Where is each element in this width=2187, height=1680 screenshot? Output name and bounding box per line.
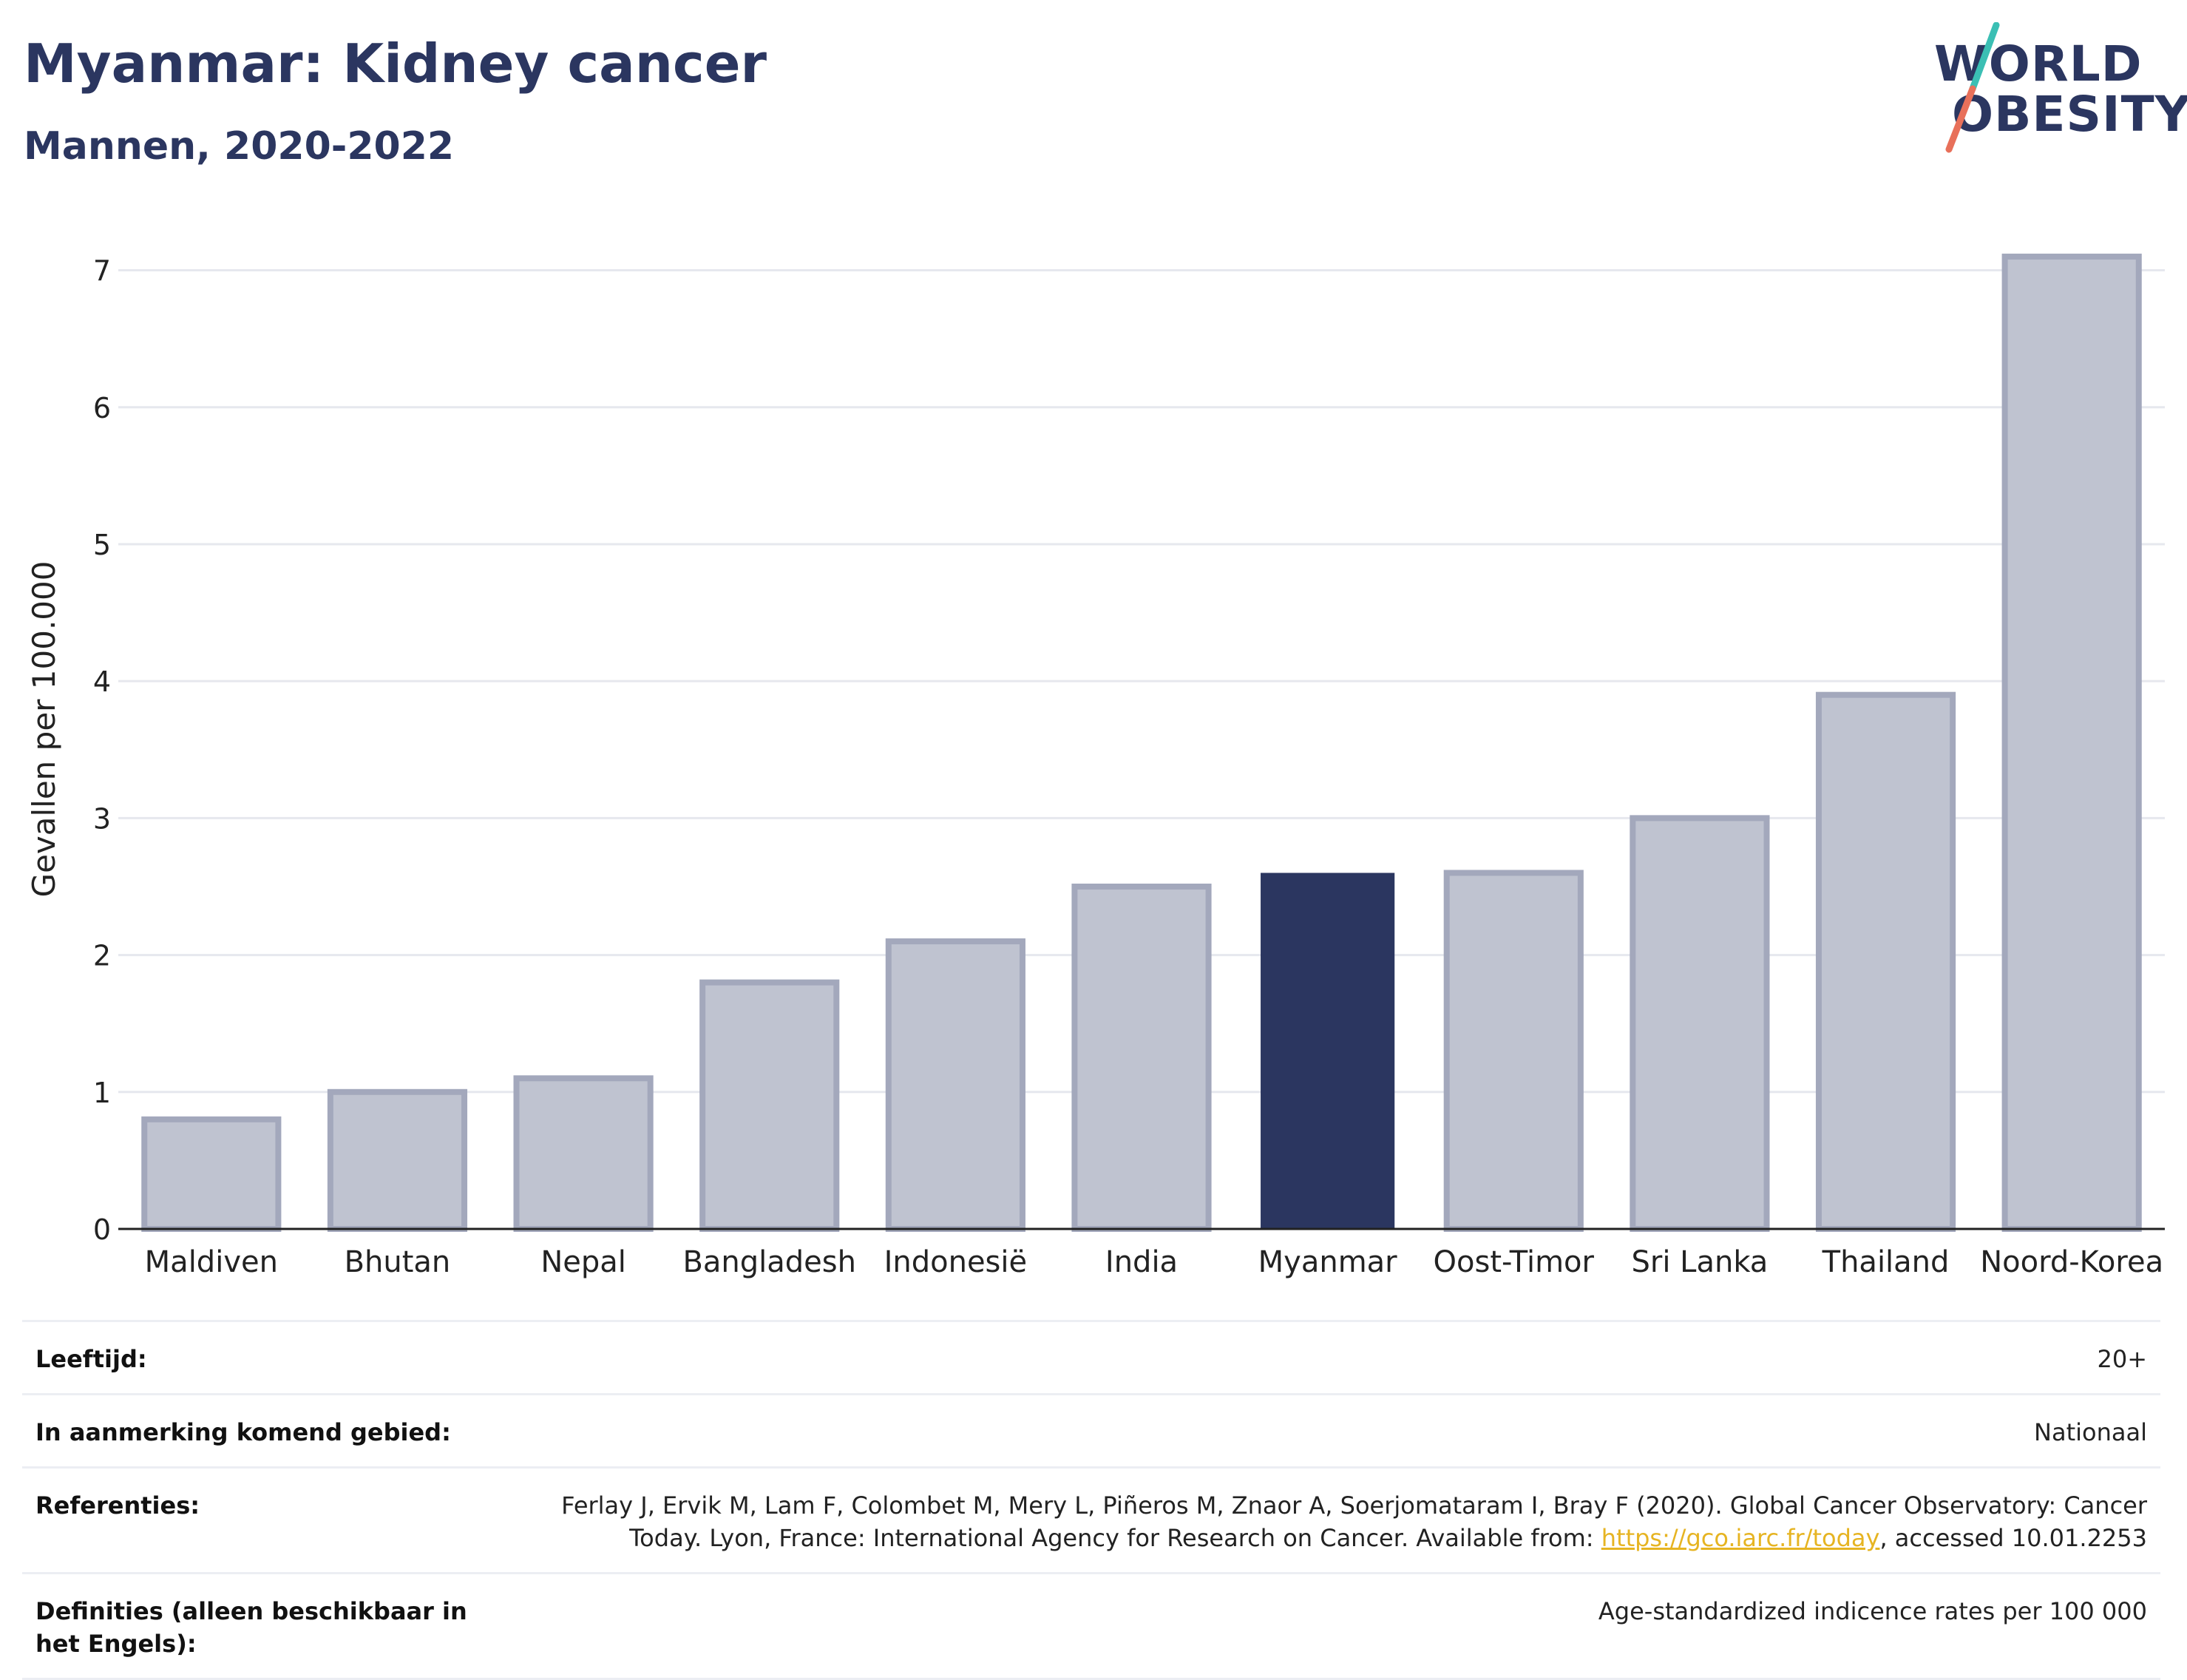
meta-row-references: Referenties: Ferlay J, Ervik M, Lam F, C… [22,1466,2160,1572]
bar-chart: 0 1 2 3 4 5 6 7 Maldiven Bhutan Nepal Bangladesh In… [26,254,2165,1279]
logo-line-2: OBESITY [1952,86,2187,143]
y-tick-label: 0 [93,1213,111,1246]
y-tick-label: 7 [93,255,111,288]
chart-subtitle: Mannen, 2020-2022 [24,124,455,169]
x-tick-label: Myanmar [1258,1245,1398,1279]
meta-label-definitions: Definities (alleen beschikbaar in het En… [35,1597,467,1658]
y-tick-label: 5 [93,529,111,561]
meta-value-area: Nationaal [2034,1418,2147,1446]
bar-indonesi- [885,938,1025,1232]
chart-title: Myanmar: Kidney cancer [24,33,767,95]
x-tick-label: Nepal [540,1245,626,1279]
bar-india [1071,883,1212,1233]
x-tick-label: Maldiven [145,1245,278,1279]
meta-value-definitions: Age-standardized indicence rates per 100… [1598,1597,2147,1625]
bar-thailand [1815,691,1956,1232]
x-tick-label: Thailand [1822,1245,1950,1279]
y-tick-label: 2 [93,940,111,972]
reference-text: Ferlay J, Ervik M, Lam F, Colombet M, Me… [561,1491,2147,1552]
reference-link[interactable]: https://gco.iarc.fr/today [1601,1524,1880,1552]
bars [141,254,2142,1233]
bar-myanmar [1261,873,1395,1229]
bar-maldiven [141,1116,282,1232]
meta-row-age: Leeftijd: 20+ [22,1320,2160,1393]
x-tick-label: Sri Lanka [1632,1245,1769,1279]
x-tick-labels: Maldiven Bhutan Nepal Bangladesh Indonesië In… [145,1245,2163,1279]
bar-nepal [513,1075,654,1232]
x-tick-label: India [1105,1245,1178,1279]
x-tick-label: Bangladesh [682,1245,856,1279]
y-tick-label: 4 [93,665,111,698]
y-tick-label: 1 [93,1077,111,1109]
x-tick-label: Oost-Timor [1434,1245,1595,1279]
logo-line-1: WORLD [1934,35,2143,92]
meta-value-references: Ferlay J, Ervik M, Lam F, Colombet M, Me… [521,1489,2147,1554]
bar-sri-lanka [1630,815,1770,1232]
bar-bhutan [327,1088,468,1233]
x-tick-label: Bhutan [345,1245,451,1279]
meta-label-references: Referenties: [35,1491,200,1520]
reference-accessed: , accessed 10.01.2253 [1879,1524,2147,1552]
meta-row-area: In aanmerking komend gebied: Nationaal [22,1393,2160,1466]
y-tick-label: 3 [93,802,111,835]
x-tick-label: Noord-Korea [1980,1245,2163,1279]
meta-value-age: 20+ [2097,1345,2147,1373]
bar-oost-timor [1443,870,1584,1232]
y-tick-labels: 0 1 2 3 4 5 6 7 [93,255,111,1246]
meta-row-definitions: Definities (alleen beschikbaar in het En… [22,1572,2160,1680]
bar-bangladesh [699,979,840,1232]
logo-slash-icon [1945,22,2000,153]
y-tick-label: 6 [93,392,111,424]
world-obesity-logo: WORLD OBESITY [1922,22,2187,155]
meta-label-age: Leeftijd: [35,1345,147,1373]
x-tick-label: Indonesië [884,1245,1028,1279]
bar-noord-korea [2001,254,2142,1232]
meta-label-area: In aanmerking komend gebied: [35,1418,451,1446]
metadata-table: Leeftijd: 20+ In aanmerking komend gebie… [22,1320,2160,1680]
y-axis-label: Gevallen per 100.000 [26,561,62,898]
